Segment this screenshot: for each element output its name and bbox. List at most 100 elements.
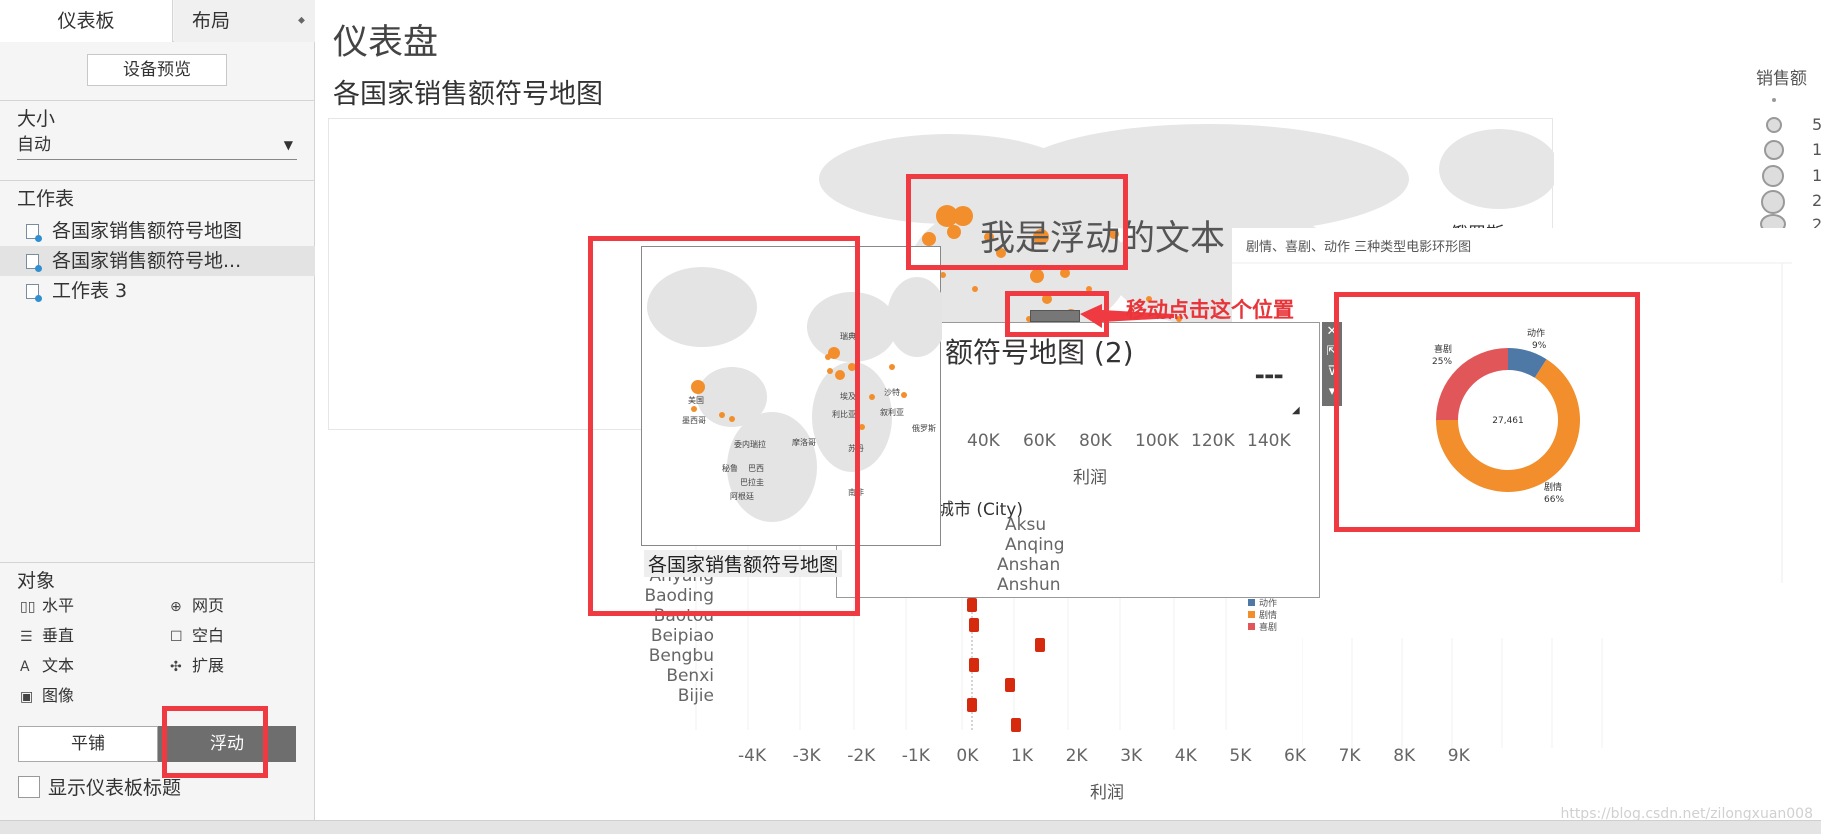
highlight-floating-map [588,236,860,616]
chevron-down-icon: ⬥ [298,15,305,26]
map-label: 阿根廷 [730,492,754,501]
worksheet-icon [26,224,42,242]
donut-center-value: 27,461 [1492,416,1524,426]
more-options-icon[interactable]: ▾ [1328,384,1336,399]
object-text[interactable]: A 文本 [20,656,74,677]
donut-slice[interactable] [1508,348,1547,378]
tab-dashboard[interactable]: 仪表板 [0,0,173,42]
x-tick-label: 7K [1338,746,1361,766]
worksheet-item[interactable]: 各国家销售额符号地图 [0,216,315,246]
filter-icon[interactable]: ⊽ [1327,364,1337,379]
show-dashboard-title-checkbox[interactable]: 显示仪表板标题 [18,776,181,800]
close-icon[interactable]: ✕ [1326,324,1338,339]
x-tick-label: 40K [967,431,1000,451]
floating-button[interactable]: 浮动 [158,726,296,762]
object-webpage[interactable]: ⊕ 网页 [170,596,224,617]
legend-size-dot [1762,165,1784,187]
globe-icon: ⊕ [170,599,182,615]
legend-label: 剧情 [1259,611,1278,621]
x-tick-label: 3K [1120,746,1143,766]
blank-icon: ☐ [170,629,183,645]
object-extension[interactable]: ✣ 扩展 [170,656,224,677]
legend-label: 动作 [1259,599,1278,609]
object-blank[interactable]: ☐ 空白 [170,626,224,647]
legend-size-label: 1,5 [1812,166,1821,185]
map-label: 美国 [688,396,704,405]
slice-pct-comedy: 25% [1432,357,1452,367]
worksheet-icon [26,254,42,272]
legend-size-dot [1764,140,1784,160]
highlight-floating-button [162,706,268,778]
map-label: 委内瑞拉 [734,440,766,449]
drag-handle[interactable] [1030,310,1080,322]
legend-size-label: 1,0 [1812,140,1821,159]
floating-text-object[interactable]: 我是浮动的文本 [980,219,1226,259]
legend-swatch [1248,611,1255,618]
chevron-down-icon: ▼ [283,138,293,152]
legend-swatch [1248,623,1255,630]
x-tick-label: -2K [847,746,876,766]
object-label: 扩展 [192,656,225,675]
highlight-floating-text [906,174,1128,270]
x-tick-label: 8K [1393,746,1416,766]
bottom-tab-bar [0,820,1821,834]
object-vertical[interactable]: ☰ 垂直 [20,626,74,647]
donut-slice[interactable] [1436,359,1580,492]
legend-size-dot [1772,98,1776,102]
divider [0,562,315,563]
arrow-icon [1080,304,1174,328]
highlight-drag-handle [1005,291,1109,337]
scatter-mark[interactable] [1005,678,1015,692]
scatter-mark[interactable] [969,618,979,632]
top-axis-label: 利润 [1073,468,1107,488]
object-label: 空白 [192,626,225,645]
worksheet-item[interactable]: 工作表 3 [0,276,315,306]
tab-layout[interactable]: 布局 ⬥ [174,0,315,42]
legend-size-label: 2,2 [1812,215,1821,234]
object-horizontal[interactable]: ▯▯ 水平 [20,596,74,617]
map-label: 巴拉圭 [740,478,764,487]
worksheet-label: 各国家销售额符号地... [52,250,242,272]
x-tick-label: 60K [1023,431,1056,451]
donut-slice[interactable] [1436,348,1508,420]
x-tick-label: 0K [956,746,979,766]
slice-label-action: 动作 [1527,327,1545,339]
divider [0,100,315,101]
image-icon: ▣ [20,689,34,705]
scatter-mark[interactable] [967,698,977,712]
object-label: 文本 [42,656,75,675]
legend-size-dot [1766,117,1782,133]
tiled-button[interactable]: 平铺 [18,726,158,762]
city-label: Anshun [997,575,1061,595]
donut-chart-panel[interactable]: 剧情、喜剧、动作 三种类型电影环形图 27,461 动作 9% 喜剧 25% 剧… [1232,228,1821,748]
city-label: Benxi [666,666,714,686]
worksheet-icon [26,284,42,302]
x-tick-label: 2K [1065,746,1088,766]
x-tick-label: -4K [738,746,767,766]
bottom-axis-label: 利润 [1090,783,1124,803]
vertical-icon: ☰ [20,629,33,645]
divider [0,180,315,181]
floating-map-caption: 各国家销售额符号地图 [644,550,843,577]
device-preview-button[interactable]: 设备预览 [87,54,227,86]
scatter-mark[interactable] [1035,638,1045,652]
map-label: 秘鲁 [722,464,738,473]
donut-chart-title: 剧情、喜剧、动作 三种类型电影环形图 [1246,240,1472,255]
map-label: 墨西哥 [682,416,706,425]
scatter-mark[interactable] [967,598,977,612]
external-link-icon[interactable]: ⇱ [1326,344,1338,359]
scatter-mark[interactable] [1011,718,1021,732]
map-sheet-title: 各国家销售额符号地图 [333,79,603,110]
objects-title: 对象 [17,570,56,592]
x-tick-label: 100K [1135,431,1179,451]
legend-item: 剧情 [1248,610,1277,622]
object-image[interactable]: ▣ 图像 [20,686,74,707]
legend-size-label: 2,0 [1812,191,1821,210]
size-select[interactable]: 自动 ▼ [17,132,297,160]
city-label: Bengbu [648,646,714,666]
floating-world-map [647,267,947,522]
x-tick-label: 120K [1191,431,1235,451]
scatter-mark[interactable] [969,658,979,672]
worksheet-item[interactable]: 各国家销售额符号地... [0,246,315,276]
dashboard-canvas: 仪表盘 各国家销售额符号地图 俄罗斯 南非 澳大利亚 销售额 [316,0,1821,834]
